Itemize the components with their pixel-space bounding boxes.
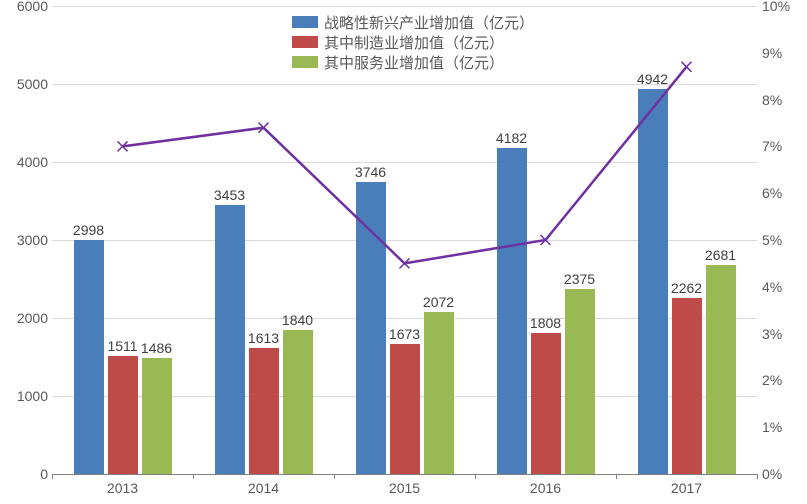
y-right-tick-label: 7% [762,138,802,154]
y-right-tick-label: 1% [762,419,802,435]
y-right-tick-label: 8% [762,92,802,108]
y-right-tick-label: 9% [762,45,802,61]
y-right-tick-label: 3% [762,326,802,342]
legend-item: 其中制造业增加值（亿元） [292,32,534,52]
y-left-tick-label: 6000 [4,0,48,14]
legend-swatch [292,16,318,28]
line-marker [682,62,692,72]
legend-label: 其中制造业增加值（亿元） [324,32,504,53]
y-right-tick-label: 4% [762,279,802,295]
y-left-tick-label: 3000 [4,232,48,248]
x-tick-label: 2017 [671,480,702,496]
y-right-tick-label: 2% [762,372,802,388]
legend-item: 其中服务业增加值（亿元） [292,52,534,72]
chart-container: 0 1000 2000 3000 4000 5000 6000 0% 1% 2% 3% 4% 5% 6%… [0,0,807,504]
legend-item: 战略性新兴产业增加值（亿元） [292,12,534,32]
x-tick-label: 2016 [530,480,561,496]
line-series [123,67,687,264]
y-right-tick-label: 10% [762,0,802,14]
y-right-tick-label: 0% [762,466,802,482]
y-left-tick-label: 1000 [4,388,48,404]
y-left-tick-label: 5000 [4,76,48,92]
y-left-tick-label: 4000 [4,154,48,170]
y-right-tick-label: 6% [762,185,802,201]
y-left-tick-label: 0 [4,466,48,482]
y-right-tick-label: 5% [762,232,802,248]
x-tick-label: 2015 [389,480,420,496]
x-tick-label: 2014 [248,480,279,496]
legend-label: 战略性新兴产业增加值（亿元） [324,12,534,33]
legend-swatch [292,56,318,68]
x-tick-label: 2013 [107,480,138,496]
plot-area: 2998151114863453161318403746167320724182… [52,6,757,475]
y-left-tick-label: 2000 [4,310,48,326]
legend-swatch [292,36,318,48]
legend-label: 其中服务业增加值（亿元） [324,52,504,73]
line-overlay [52,6,757,474]
legend: 战略性新兴产业增加值（亿元）其中制造业增加值（亿元）其中服务业增加值（亿元） [292,12,534,72]
